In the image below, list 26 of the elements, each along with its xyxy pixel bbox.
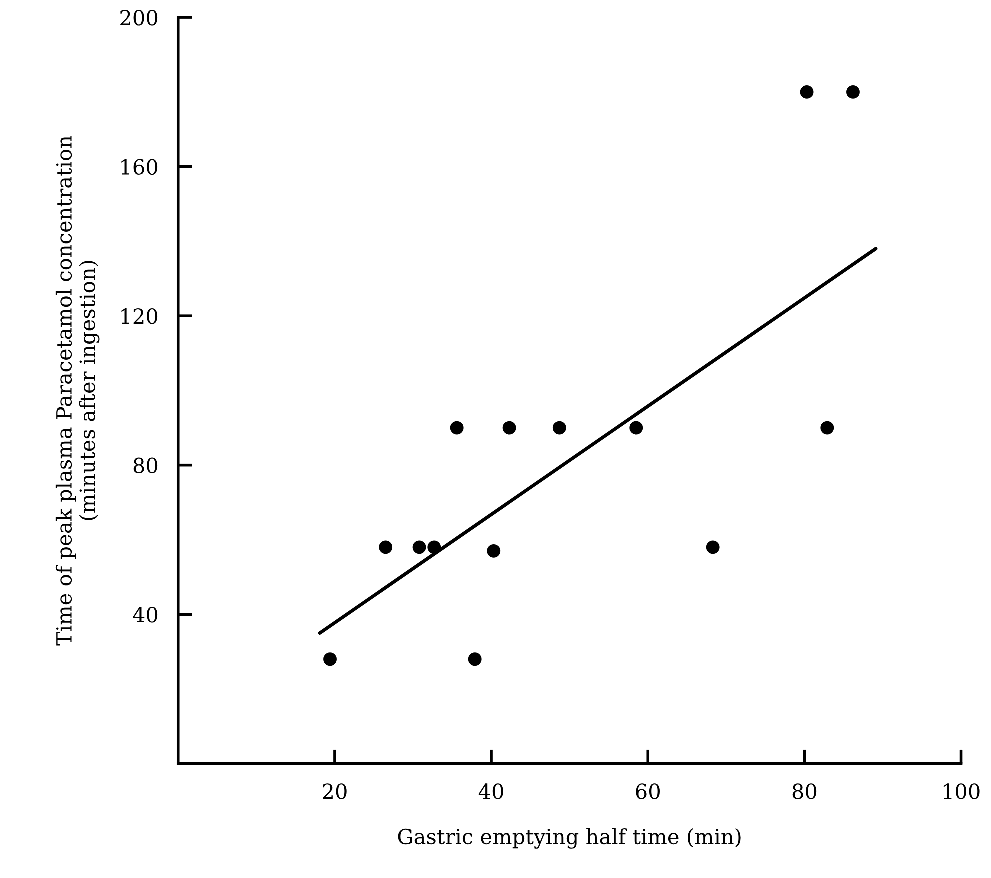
point <box>800 85 814 99</box>
point <box>412 540 426 554</box>
point <box>428 540 442 554</box>
point <box>630 421 644 435</box>
x-tick-label: 80 <box>792 784 817 800</box>
point <box>487 544 501 558</box>
point <box>820 421 834 435</box>
y-tick-label: 80 <box>134 458 158 474</box>
point <box>846 85 860 99</box>
point <box>502 421 516 435</box>
x-axis-title: Gastric emptying half time (min) <box>398 828 741 849</box>
point <box>706 540 720 554</box>
y-axis-title: Time of peak plasma Paracetamol concentration (minutes after ingestion) <box>56 136 100 646</box>
point <box>324 652 337 666</box>
x-tick-label: 100 <box>944 784 980 800</box>
point <box>450 421 464 435</box>
y-tick-label: 160 <box>122 159 158 176</box>
point <box>379 540 393 554</box>
y-tick-label: 120 <box>122 308 158 324</box>
x-tick-label: 40 <box>478 784 504 800</box>
x-tick-label: 20 <box>323 784 347 800</box>
y-tick-label: 40 <box>133 607 158 623</box>
point <box>468 652 482 666</box>
y-tick-label: 200 <box>120 10 158 26</box>
point <box>552 421 566 435</box>
x-tick-label: 60 <box>636 784 660 800</box>
